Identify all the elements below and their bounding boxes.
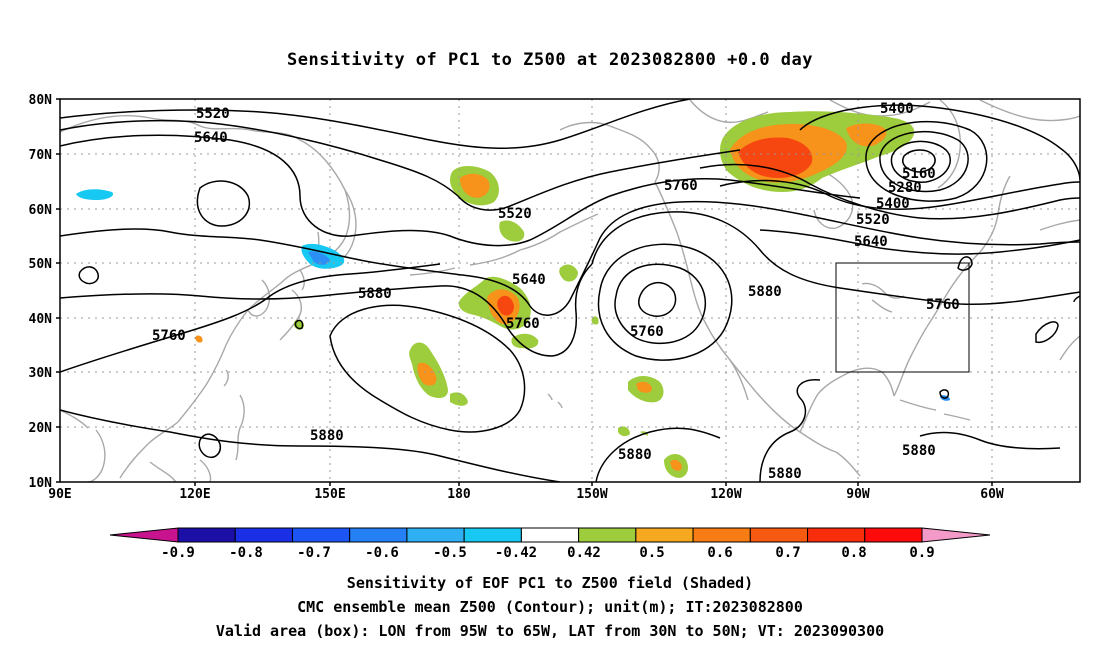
z500-contours	[60, 99, 1080, 482]
contour-label: 5880	[748, 284, 782, 300]
contour-label: 5640	[854, 234, 888, 250]
coastlines	[60, 99, 1080, 482]
contour-label: 5280	[888, 180, 922, 196]
colorbar-label: 0.9	[909, 545, 934, 561]
colorbar-label: -0.6	[365, 545, 399, 561]
lon-label: 150E	[314, 487, 345, 502]
contour-label: 5880	[618, 447, 652, 463]
colorbar-label: 0.5	[639, 545, 664, 561]
colorbar-bin	[463, 527, 522, 543]
footer-line-contour: CMC ensemble mean Z500 (Contour); unit(m…	[297, 598, 803, 616]
colorbar-labels: -0.9 -0.8 -0.7 -0.6 -0.5 -0.42 0.42 0.5 …	[161, 545, 935, 561]
contour-label: 5760	[664, 178, 698, 194]
contour-label: 5640	[512, 272, 546, 288]
colorbar-label: -0.42	[495, 545, 537, 561]
colorbar-bin	[520, 527, 580, 543]
lat-label: 70N	[29, 148, 53, 163]
lat-label: 10N	[29, 476, 53, 491]
colorbar	[109, 527, 991, 543]
colorbar-bin	[578, 527, 637, 543]
contour-label: 5520	[856, 212, 890, 228]
positive-patch-bering-north	[450, 166, 525, 242]
lon-label: 180	[447, 487, 471, 502]
colorbar-label: 0.6	[707, 545, 732, 561]
contour-label: 5880	[310, 428, 344, 444]
colorbar-bin	[921, 527, 991, 543]
colorbar-label: 0.7	[775, 545, 800, 561]
latitude-ticks	[56, 98, 60, 483]
contour-label: 5520	[196, 106, 230, 122]
colorbar-label: -0.8	[229, 545, 263, 561]
contour-label: 5640	[194, 130, 228, 146]
contour-label: 5400	[880, 101, 914, 117]
contour-label: 5760	[926, 297, 960, 313]
lon-label: 90E	[48, 487, 71, 502]
lat-lon-grid	[60, 99, 1080, 482]
colorbar-bin	[177, 527, 236, 543]
contour-labels: 5520 5640 5520 5760 5400 5160 5280 5400 …	[152, 101, 960, 482]
sensitivity-shading	[76, 111, 950, 478]
colorbar-bin	[749, 527, 809, 543]
colorbar-label: -0.7	[297, 545, 331, 561]
longitude-ticks	[194, 482, 993, 486]
valid-area-box	[835, 262, 970, 373]
contour-label: 5760	[506, 316, 540, 332]
lon-label: 120W	[710, 487, 741, 502]
longitude-labels: 90E 120E 150E 180 150W 120W 90W 60W	[48, 487, 1004, 502]
colorbar-bin	[349, 527, 408, 543]
contour-label: 5880	[768, 466, 802, 482]
lat-label: 20N	[29, 421, 53, 436]
colorbar-bin	[406, 527, 465, 543]
lon-label: 120E	[179, 487, 210, 502]
colorbar-bin	[692, 527, 751, 543]
lon-label: 150W	[576, 487, 607, 502]
contour-label: 5880	[358, 286, 392, 302]
colorbar-label: 0.8	[841, 545, 866, 561]
footer-line-valid-area: Valid area (box): LON from 95W to 65W, L…	[215, 622, 885, 640]
colorbar-label: 0.42	[567, 545, 601, 561]
latitude-labels: 80N 70N 60N 50N 40N 30N 20N 10N	[29, 93, 53, 491]
lat-label: 50N	[29, 257, 53, 272]
contour-label: 5160	[902, 166, 936, 182]
colorbar-bin	[291, 527, 351, 543]
colorbar-bin	[234, 527, 293, 543]
contour-label: 5880	[902, 443, 936, 459]
positive-patch-subtropical	[195, 316, 688, 478]
footer-line-shaded: Sensitivity of EOF PC1 to Z500 field (Sh…	[346, 574, 754, 592]
colorbar-bin	[635, 527, 694, 543]
contour-label: 5760	[630, 324, 664, 340]
contour-label: 5400	[876, 196, 910, 212]
colorbar-label: -0.9	[161, 545, 195, 561]
plot-frame	[59, 98, 1081, 483]
lat-label: 30N	[29, 366, 53, 381]
contour-label: 5760	[152, 328, 186, 344]
lat-label: 60N	[29, 203, 53, 218]
lon-label: 60W	[980, 487, 1004, 502]
contour-label: 5520	[498, 206, 532, 222]
map-title: Sensitivity of PC1 to Z500 at 2023082800…	[286, 50, 813, 70]
colorbar-bin	[864, 527, 923, 543]
lat-label: 40N	[29, 312, 53, 327]
colorbar-bin	[807, 527, 866, 543]
positive-patch-arctic-canada	[720, 111, 915, 192]
colorbar-bin	[109, 527, 179, 543]
lon-label: 90W	[846, 487, 870, 502]
colorbar-label: -0.5	[433, 545, 467, 561]
lat-label: 80N	[29, 93, 53, 108]
